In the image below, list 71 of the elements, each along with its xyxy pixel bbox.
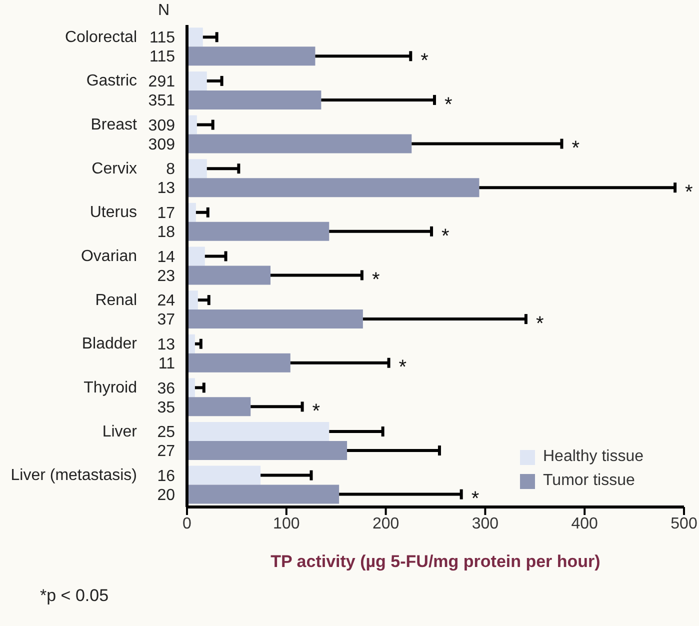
annotation: *: [372, 269, 380, 292]
text: 36: [157, 380, 176, 398]
text: 291: [148, 74, 176, 91]
x-tick-label: 500: [670, 515, 698, 532]
y-tick-label: Uterus: [90, 204, 137, 222]
bar: [187, 28, 203, 47]
annotation: *: [444, 94, 453, 116]
bar: [187, 222, 330, 241]
text: 16: [157, 468, 176, 485]
y-tick-label: Renal: [95, 292, 137, 309]
text: 37: [157, 312, 176, 329]
y-tick-label: Cervix: [92, 160, 137, 178]
annotation: *: [398, 356, 407, 379]
bar: [187, 266, 270, 285]
text: 35: [157, 399, 176, 416]
x-tick-label: 0: [182, 515, 192, 532]
text: 23: [157, 268, 176, 285]
y-tick-label: Liver (metastasis): [10, 467, 137, 484]
text: *: [685, 181, 694, 204]
annotation: *: [312, 400, 320, 423]
legend-label: Healthy tissue: [543, 448, 644, 466]
x-tick-label: 400: [571, 515, 598, 532]
text: 13: [157, 180, 176, 198]
annotation: *: [442, 225, 450, 248]
bar: [187, 46, 316, 66]
text: 11: [158, 355, 176, 372]
annotation: *: [471, 488, 480, 510]
y-tick-label: Bladder: [82, 336, 138, 353]
text: 24: [157, 292, 176, 310]
bar: [187, 484, 340, 504]
legend-label: Tumor tissue: [543, 472, 635, 490]
text: 115: [149, 48, 176, 66]
y-tick-label: Thyroid: [84, 379, 137, 396]
bar: [187, 422, 330, 441]
annotation: *: [536, 312, 544, 335]
bar: [187, 310, 363, 329]
x-tick-label: 200: [372, 515, 400, 532]
text: 14: [157, 248, 176, 266]
text: *p < 0.05: [40, 586, 109, 606]
bar: [187, 159, 207, 178]
text: 309: [148, 136, 176, 154]
text: 309: [148, 117, 176, 134]
bar: [187, 178, 480, 198]
annotation: *: [572, 138, 580, 160]
text: 351: [148, 92, 176, 110]
y-tick-label: Breast: [90, 116, 138, 134]
y-tick-label: Colorectal: [64, 28, 137, 46]
x-tick-label: 100: [273, 515, 300, 532]
bar: [187, 90, 322, 110]
bar: [187, 397, 251, 416]
text: 27: [157, 443, 176, 460]
annotation: *: [420, 50, 429, 72]
y-tick-label: Liver: [102, 423, 138, 440]
bar: [187, 71, 207, 90]
text: 8: [166, 161, 176, 178]
bar: [187, 440, 348, 460]
bar: [187, 353, 290, 372]
text: 13: [157, 336, 176, 354]
text: N: [158, 2, 170, 20]
bar: [187, 246, 205, 266]
x-tick-label: 300: [472, 515, 499, 532]
x-axis-title: TP activity (µg 5-FU/mg protein per hour): [270, 552, 600, 571]
y-tick-label: Ovarian: [80, 248, 137, 265]
text: 20: [157, 486, 176, 504]
y-tick-label: Gastric: [86, 72, 137, 90]
text: 115: [149, 30, 176, 47]
bar: [187, 134, 412, 154]
text: 18: [157, 224, 176, 241]
text: 25: [157, 424, 176, 442]
text: 17: [157, 205, 176, 222]
bar: [187, 466, 261, 485]
